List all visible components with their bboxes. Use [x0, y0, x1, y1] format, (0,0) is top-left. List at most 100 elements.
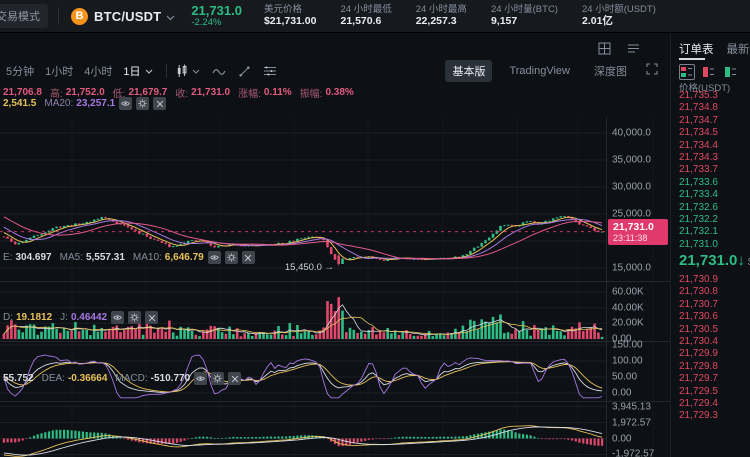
chevron-down-icon[interactable] — [166, 8, 175, 26]
order-book-row[interactable]: 21,730.5 — [679, 323, 718, 335]
badge-price: 21,731.0 — [613, 221, 654, 233]
btc-coin-icon: B — [71, 7, 88, 25]
mid-price-usd: $2 — [748, 257, 750, 268]
view-tab-基本版[interactable]: 基本版 — [445, 60, 493, 82]
layout-grid-icon[interactable] — [598, 42, 611, 60]
order-book-row[interactable]: 21,732.6 — [679, 201, 718, 213]
ask-price-list: 21,735.3 21,734.8 21,734.7 21,734.5 21,734.4… — [679, 90, 750, 251]
axis-tick-label: 0.00 — [612, 433, 632, 444]
close-icon[interactable] — [145, 311, 159, 324]
legend-value: 304.697 — [15, 252, 52, 263]
legend-value: 0.38% — [325, 87, 354, 98]
timeframe-5分钟[interactable]: 5分钟 — [6, 66, 35, 78]
eye-icon[interactable] — [111, 311, 125, 324]
indicators-icon[interactable] — [263, 65, 277, 77]
ticker-stat: 24 小时最高 22,257.3 — [416, 4, 467, 29]
stat-value: 9,157 — [490, 15, 518, 28]
order-book-row[interactable]: 21,733.7 — [679, 164, 718, 176]
legend-value: 6,646.79 — [164, 252, 204, 263]
order-book-row[interactable]: 21,733.4 — [679, 189, 718, 201]
legend-label: MA5: — [59, 252, 83, 263]
order-book-row[interactable]: 21,730.9 — [679, 274, 718, 285]
close-icon[interactable] — [228, 372, 242, 385]
order-book-row[interactable]: 21,734.8 — [679, 102, 718, 114]
order-book-tab-订单表[interactable]: 订单表 — [679, 44, 714, 56]
gear-icon[interactable] — [128, 311, 142, 324]
chart-toolbar: 5分钟 1小时 4小时 1日 基本版 TradingView 深度图 — [0, 58, 670, 84]
legend-value: 0.11% — [263, 87, 292, 98]
order-book-row[interactable]: 21,729.5 — [679, 385, 718, 397]
view-both-sides-icon[interactable] — [679, 64, 695, 80]
timeframe-1小时[interactable]: 1小时 — [45, 66, 74, 78]
chart-view-tabs: 基本版 TradingView 深度图 — [445, 60, 670, 82]
timeframe-group: 5分钟 1小时 4小时 1日 — [6, 63, 164, 79]
axis-tick-label: 60.00K — [612, 286, 644, 298]
axis-tick-label: 15,000.0 — [612, 262, 651, 274]
close-icon[interactable] — [241, 251, 255, 264]
stat-label: 24 小时额(USDT) — [581, 3, 656, 15]
order-book-row[interactable]: 21,730.6 — [679, 311, 718, 323]
legend-label: MACD: — [115, 373, 148, 384]
order-book-tab-最新成交[interactable]: 最新成交 — [726, 44, 750, 56]
eye-icon[interactable] — [119, 97, 133, 110]
order-book-row[interactable]: 21,733.6 — [679, 176, 718, 188]
last-price-badge: 21,731.0 23:11:38 — [608, 219, 668, 246]
order-book-row[interactable]: 21,729.8 — [679, 360, 718, 372]
order-book-row[interactable]: 21,734.5 — [679, 127, 718, 139]
legend-value: 21,752.0 — [65, 87, 105, 98]
close-icon[interactable] — [153, 97, 167, 110]
kdj-legend: D: 19.1812 J: 0.46442 — [3, 311, 159, 324]
gear-icon[interactable] — [224, 251, 238, 264]
order-book-row[interactable]: 21,735.3 — [679, 90, 718, 101]
order-book-row[interactable]: 21,730.7 — [679, 298, 718, 310]
gear-icon[interactable] — [211, 372, 225, 385]
legend-value: 21,679.7 — [128, 87, 168, 98]
draw-tool-icon[interactable] — [238, 65, 251, 78]
view-asks-only-icon[interactable] — [701, 64, 717, 80]
view-tab-TradingView[interactable]: TradingView — [509, 65, 570, 77]
order-book-row[interactable]: 21,734.7 — [679, 114, 718, 126]
fullscreen-icon[interactable] — [646, 62, 658, 80]
view-bids-only-icon[interactable] — [723, 64, 739, 80]
eye-icon[interactable] — [194, 372, 208, 385]
legend-label: 收: — [175, 89, 189, 100]
order-book-row[interactable]: 21,734.4 — [679, 139, 718, 151]
legend-label: 低: — [112, 89, 126, 100]
mid-price-value: 21,731.0 — [679, 252, 738, 269]
last-price: 21,731.0 — [191, 2, 242, 18]
legend-label: DEA: — [41, 373, 65, 384]
eye-icon[interactable] — [207, 251, 221, 264]
symbol-label[interactable]: BTC/USDT — [94, 8, 162, 24]
order-book-row[interactable]: 21,732.1 — [679, 226, 718, 238]
order-book-row[interactable]: 21,729.9 — [679, 348, 718, 360]
stat-label: 美元价格 — [263, 3, 302, 15]
candlestick-style-icon[interactable] — [176, 64, 200, 78]
order-book-row[interactable]: 21,729.4 — [679, 397, 718, 409]
legend-label: 涨幅: — [238, 89, 261, 100]
view-tab-深度图[interactable]: 深度图 — [594, 66, 627, 78]
panel-list-icon[interactable] — [627, 42, 640, 60]
last-price-block: 21,731.0 -2.24% — [191, 2, 242, 29]
timeframe-1日[interactable]: 1日 — [123, 63, 152, 79]
order-book-row[interactable]: 21,731.0 — [679, 238, 718, 250]
axis-tick-label: 35,000.0 — [612, 154, 651, 166]
order-book-row[interactable]: 21,729.7 — [679, 373, 718, 385]
stat-value: 21,570.6 — [340, 15, 382, 28]
stat-value: $21,731.00 — [263, 15, 317, 28]
order-book-row[interactable]: 21,730.4 — [679, 335, 718, 347]
active-tab-underline — [679, 58, 705, 60]
order-book-row[interactable]: 21,732.2 — [679, 213, 718, 225]
line-chart-icon[interactable] — [211, 65, 226, 77]
order-book-row[interactable]: 21,734.3 — [679, 151, 718, 163]
trade-mode-button[interactable]: 交易模式 — [0, 4, 48, 28]
candlestick-chart[interactable] — [0, 33, 670, 457]
order-book-row[interactable]: 21,729.3 — [679, 410, 718, 422]
order-book-row[interactable]: 21,730.8 — [679, 286, 718, 298]
legend-value: 23,257.1 — [76, 98, 116, 109]
timeframe-4小时[interactable]: 4小时 — [84, 66, 113, 78]
price-column-header: 价格(USDT) — [679, 83, 731, 94]
legend-label: E: — [3, 252, 13, 263]
ticker-stats: 美元价格 $21,731.00 24 小时最低 21,570.6 24 小时最高 22,2… — [264, 4, 656, 29]
gear-icon[interactable] — [136, 97, 150, 110]
order-book-mid-price[interactable]: 21,731.0↓$2 — [679, 252, 750, 269]
